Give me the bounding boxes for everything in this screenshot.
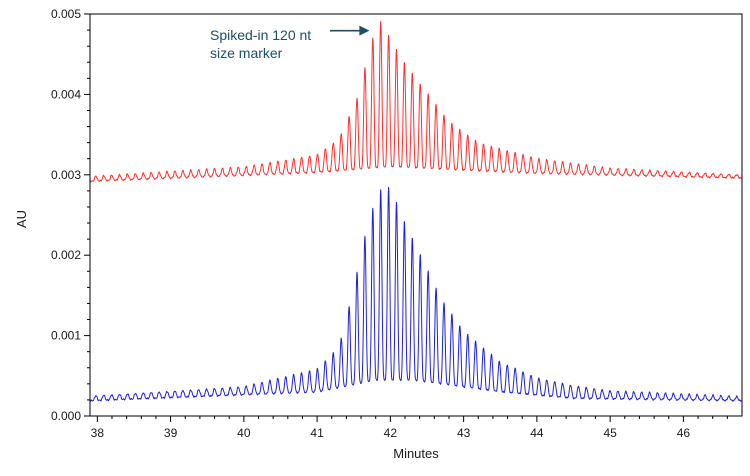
annotation: Spiked-in 120 nt size marker <box>210 25 370 61</box>
traces <box>89 21 743 402</box>
y-axis-title: AU <box>14 210 29 228</box>
x-tick-label: 41 <box>310 426 324 440</box>
x-tick-label: 40 <box>237 426 251 440</box>
x-tick-label: 45 <box>603 426 617 440</box>
y-tick-label: 0.005 <box>51 7 81 21</box>
y-tick-label: 0.000 <box>51 409 81 423</box>
x-axis: 38 39 40 41 42 43 44 45 46 <box>91 416 728 440</box>
y-tick-label: 0.002 <box>51 248 81 262</box>
x-tick-label: 39 <box>164 426 178 440</box>
y-tick-label: 0.001 <box>51 329 81 343</box>
trace-series-2 <box>89 186 743 402</box>
annotation-line-2: size marker <box>210 45 283 61</box>
x-tick-label: 44 <box>530 426 544 440</box>
annotation-arrowhead <box>359 25 370 36</box>
x-axis-title: Minutes <box>393 446 439 461</box>
x-tick-label: 46 <box>677 426 691 440</box>
x-tick-label: 38 <box>91 426 105 440</box>
x-tick-label: 42 <box>384 426 398 440</box>
annotation-line-1: Spiked-in 120 nt <box>210 27 311 43</box>
y-tick-label: 0.004 <box>51 87 81 101</box>
trace-series-1 <box>89 21 743 183</box>
y-tick-label: 0.003 <box>51 168 81 182</box>
y-axis: 0.000 0.001 0.002 0.003 0.004 0.005 <box>51 7 90 423</box>
x-tick-label: 43 <box>457 426 471 440</box>
plot-frame <box>89 13 743 417</box>
annotation-text: Spiked-in 120 nt size marker <box>210 27 315 61</box>
